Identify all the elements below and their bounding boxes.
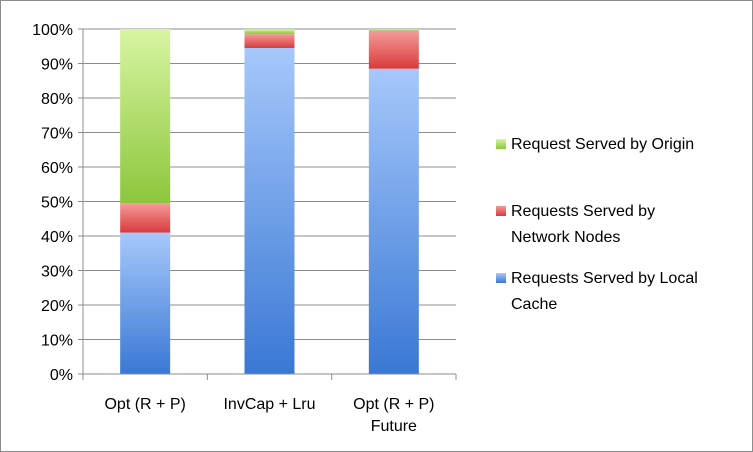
legend-label: Cache [511, 296, 557, 313]
y-tick-label: 90% [41, 57, 73, 74]
bar-segment [368, 29, 419, 31]
bar-segment [368, 30, 419, 69]
bar-segment [120, 203, 171, 233]
bar-segment [368, 68, 419, 375]
x-category-label: Opt (R + P) [104, 396, 185, 413]
legend-label: Request Served by Origin [511, 136, 694, 153]
y-tick-label: 20% [41, 298, 73, 315]
x-category-label: InvCap + Lru [223, 396, 315, 413]
bar-segment [244, 47, 295, 374]
axes [78, 28, 457, 380]
y-tick-label: 30% [41, 264, 73, 281]
x-axis-labels: Opt (R + P) InvCap + Lru Opt (R + P) Future [104, 396, 434, 435]
y-tick-label: 70% [41, 126, 73, 143]
bar-segment [244, 29, 295, 35]
legend-swatch [496, 273, 506, 283]
y-tick-label: 100% [32, 22, 73, 39]
x-category-label: Future [371, 418, 417, 435]
y-tick-label: 40% [41, 229, 73, 246]
y-tick-label: 10% [41, 333, 73, 350]
legend-label: Requests Served by Local [511, 270, 698, 287]
y-tick-label: 50% [41, 195, 73, 212]
legend-swatch [496, 139, 506, 149]
legend-label: Requests Served by [511, 203, 655, 220]
x-category-label: Opt (R + P) [353, 396, 434, 413]
legend-swatch [496, 206, 506, 216]
legend-label: Network Nodes [511, 229, 620, 246]
bar-segment [120, 232, 171, 374]
bar-segment [244, 34, 295, 48]
bar-segment [120, 29, 171, 204]
legend: Request Served by Origin Requests Served … [496, 136, 698, 313]
y-axis-ticks: 0% 10% 20% 30% 40% 50% 60% 70% 80% 90% 100% [32, 22, 73, 384]
y-tick-label: 60% [41, 160, 73, 177]
y-tick-label: 80% [41, 91, 73, 108]
bars [120, 29, 419, 375]
y-tick-label: 0% [50, 367, 73, 384]
